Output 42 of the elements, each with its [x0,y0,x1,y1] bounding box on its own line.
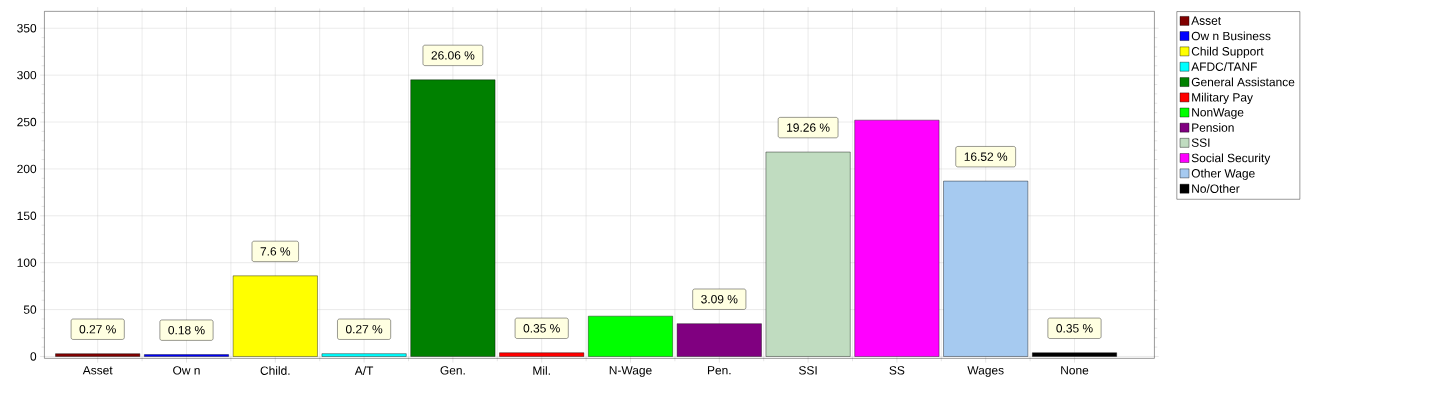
y-tick-label: 350 [17,24,37,33]
annotation: 26.06 % [431,51,475,60]
legend-label: NonWage [1192,108,1244,119]
y-tick-label: 300 [17,70,37,80]
y-tick-label: 50 [23,305,37,314]
annotation: 19.26 % [787,123,830,132]
y-tick-label: 250 [17,117,37,127]
x-tick-label: Child. [260,366,290,375]
legend-label: AFDC/TANF [1191,62,1257,71]
annotation: 0.18 % [168,325,205,335]
legend-label: SSI [1191,138,1210,147]
annotation: 0.35 % [1056,324,1093,333]
legend-label: Asset [1191,16,1222,25]
legend-label: Social Security [1191,153,1271,165]
x-tick-label: Wages [967,366,1004,377]
x-tick-label: SS [889,366,905,375]
x-tick-label: Gen. [440,366,465,375]
annotation: 3.09 % [701,295,738,304]
x-tick-label: Pen. [707,366,731,375]
annotation: 0.35 % [523,324,560,333]
x-tick-label: N-Wage [609,366,652,377]
legend-label: Military Pay [1192,92,1253,104]
y-tick-label: 200 [17,164,37,174]
y-tick-label: 0 [30,352,37,361]
legend-label: Ow n Business [1191,31,1271,41]
annotation: 16.52 % [964,152,1008,161]
legend-label: Child Support [1191,46,1264,58]
annotation: 0.27 % [79,325,116,334]
x-tick-label: Ow n [173,366,200,375]
x-tick-label: A/T [354,366,374,375]
y-tick-label: 150 [17,211,37,221]
x-tick-label: Asset [82,366,113,375]
annotation: 7.6 % [260,247,291,256]
legend-label: Other Wage [1191,168,1255,180]
annotation: 0.27 % [345,325,383,334]
legend-label: Pension [1192,123,1234,132]
legend-label: General Assistance [1191,77,1295,87]
y-tick-label: 100 [17,258,37,267]
x-tick-label: SSI [799,366,817,375]
legend-label: No/Other [1192,184,1240,193]
x-tick-label: Mil. [533,366,550,375]
x-tick-label: None [1061,366,1089,375]
